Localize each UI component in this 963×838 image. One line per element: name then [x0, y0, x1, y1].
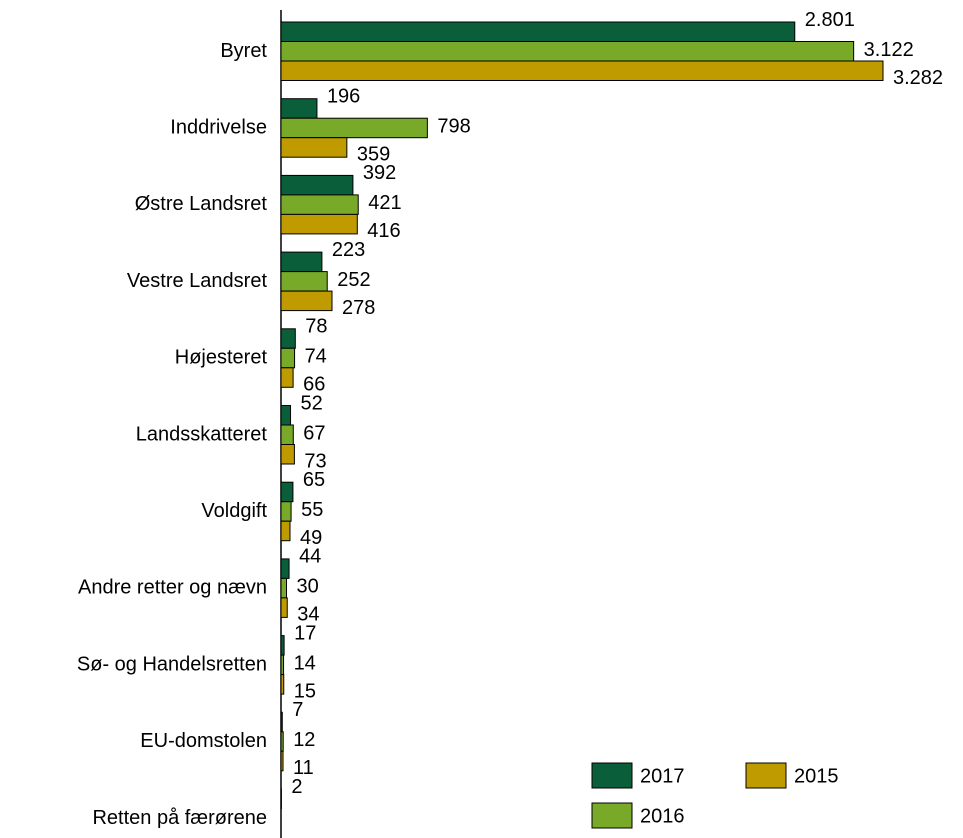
- value-label: 2.801: [805, 9, 855, 31]
- value-label: 34: [297, 604, 319, 626]
- bar: [280, 367, 294, 388]
- value-label: 278: [342, 297, 375, 319]
- legend-label: 2015: [794, 765, 839, 787]
- bar: [280, 328, 296, 349]
- category-label: EU-domstolen: [140, 730, 267, 752]
- legend-swatch: [591, 802, 633, 829]
- category-label: Andre retter og nævn: [78, 577, 267, 599]
- value-label: 416: [367, 220, 400, 242]
- category-label: Vestre Landsret: [127, 270, 268, 292]
- value-label: 252: [337, 269, 370, 291]
- bar: [280, 41, 855, 62]
- bar: [280, 405, 292, 426]
- value-label: 223: [332, 239, 365, 261]
- bar: [280, 213, 358, 235]
- value-label: 798: [437, 115, 470, 137]
- value-label: 74: [305, 346, 327, 368]
- bar: [280, 290, 333, 312]
- bar: [280, 347, 296, 369]
- bar: [280, 60, 884, 81]
- value-label: 67: [303, 422, 325, 444]
- value-label: 3.282: [893, 67, 943, 89]
- value-label: 15: [294, 680, 316, 702]
- value-label: 49: [300, 527, 322, 549]
- category-label: Voldgift: [201, 500, 267, 522]
- bar: [280, 481, 294, 503]
- value-label: 421: [368, 192, 401, 214]
- value-label: 196: [327, 85, 360, 107]
- bar: [280, 654, 285, 676]
- value-label: 73: [304, 450, 326, 472]
- bar: [280, 444, 295, 465]
- bar: [280, 98, 318, 119]
- value-label: 30: [297, 576, 319, 598]
- category-label: Højesteret: [175, 347, 268, 369]
- value-label: 66: [303, 374, 325, 396]
- category-label: Landsskatteret: [136, 423, 268, 445]
- bar: [280, 271, 328, 292]
- value-label: 14: [294, 652, 316, 674]
- category-label: Østre Landsret: [135, 193, 268, 215]
- category-label: Sø- og Handelsretten: [77, 653, 267, 675]
- bar: [280, 424, 294, 445]
- bar: [280, 520, 291, 542]
- bar: [280, 137, 348, 158]
- category-label: Retten på færørene: [92, 807, 267, 829]
- bar: [280, 674, 285, 695]
- bar: [280, 558, 290, 579]
- bar: [280, 501, 292, 522]
- bar: [280, 597, 288, 618]
- value-label: 392: [363, 162, 396, 184]
- bar: [280, 711, 283, 733]
- bar: [280, 194, 359, 215]
- value-label: 55: [301, 499, 323, 521]
- bar: [280, 21, 796, 42]
- value-label: 7: [292, 699, 303, 721]
- value-label: 11: [293, 757, 314, 779]
- bar: [280, 635, 285, 656]
- category-label: Inddrivelse: [170, 116, 267, 138]
- value-label: 65: [303, 469, 325, 491]
- value-label: 44: [299, 546, 321, 568]
- value-label: 17: [294, 622, 316, 644]
- bar: [280, 117, 428, 139]
- value-label: 12: [293, 729, 315, 751]
- legend-swatch: [745, 762, 787, 789]
- legend-label: 2017: [640, 765, 685, 787]
- bar: [280, 251, 323, 273]
- value-label: 2: [291, 776, 302, 798]
- value-label: 78: [305, 316, 327, 338]
- legend-swatch: [591, 762, 633, 789]
- bar: [280, 577, 288, 599]
- value-label: 359: [357, 143, 390, 165]
- value-label: 3.122: [864, 39, 914, 61]
- legend-label: 2016: [640, 805, 685, 827]
- bar: [280, 731, 284, 752]
- bar: [280, 750, 284, 772]
- category-label: Byret: [220, 40, 267, 62]
- value-label: 52: [301, 392, 323, 414]
- bar: [280, 174, 354, 196]
